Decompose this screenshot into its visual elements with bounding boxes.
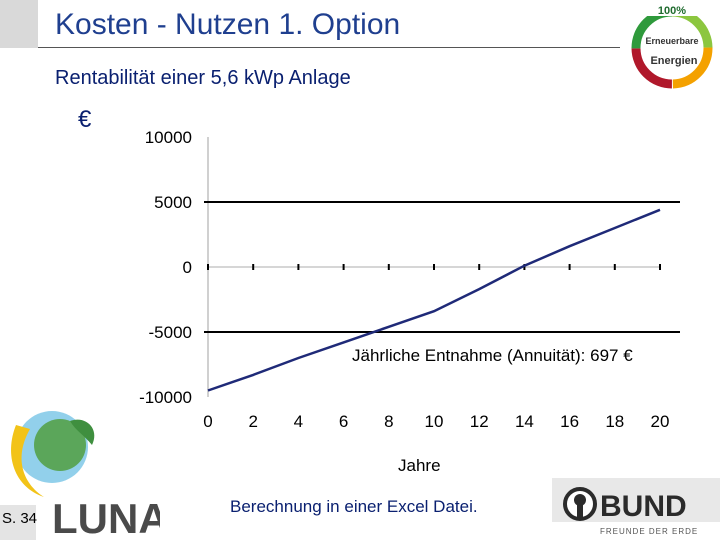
- bund-logo-tagline: FREUNDE DER ERDE: [600, 527, 698, 536]
- bund-logo: BUND FREUNDE DER ERDE: [563, 487, 698, 536]
- slide-subtitle: Rentabilität einer 5,6 kWp Anlage: [55, 67, 351, 89]
- series-line: [207, 208, 661, 392]
- x-tick-label-7: 14: [515, 412, 534, 431]
- page-number-box: [0, 505, 36, 540]
- y-axis-unit-label: €: [78, 106, 92, 133]
- y-tick-label-2: 0: [183, 258, 192, 277]
- footer-note: Berechnung in einer Excel Datei.: [230, 497, 478, 516]
- chart-ticks: [207, 264, 661, 270]
- y-tick-label-1: -5000: [149, 323, 192, 342]
- y-tick-labels: -10000 -5000 0 5000 10000: [139, 128, 192, 407]
- x-tick-label-2: 4: [294, 412, 303, 431]
- x-tick-labels: 0 2 4 6 8 10 12 14 16 18 20: [203, 412, 669, 431]
- y-tick-label-4: 10000: [145, 128, 192, 147]
- renewables-logo-line1: 100%: [658, 5, 686, 17]
- renewable-energy-logo: 100% Erneuerbare Energien: [631, 2, 713, 89]
- title-accent-bar: [0, 0, 38, 48]
- y-tick-label-0: -10000: [139, 388, 192, 407]
- x-tick-label-3: 6: [339, 412, 348, 431]
- x-axis-label: Jahre: [398, 456, 441, 475]
- annuity-annotation: Jährliche Entnahme (Annuität): 697 €: [352, 346, 633, 365]
- page-number: S. 34: [2, 510, 38, 527]
- x-tick-label-9: 18: [605, 412, 624, 431]
- slide-title: Kosten - Nutzen 1. Option: [55, 8, 401, 41]
- y-tick-label-3: 5000: [154, 193, 192, 212]
- bund-logo-text: BUND: [600, 490, 687, 523]
- x-tick-label-10: 20: [651, 412, 670, 431]
- x-tick-label-0: 0: [203, 412, 212, 431]
- x-tick-label-4: 8: [384, 412, 393, 431]
- title-divider: [38, 47, 620, 48]
- series-layer: [207, 208, 661, 392]
- luna-logo-text: LUNA: [52, 495, 160, 540]
- x-tick-label-6: 12: [470, 412, 489, 431]
- x-tick-label-1: 2: [248, 412, 257, 431]
- x-tick-label-5: 10: [425, 412, 444, 431]
- x-tick-label-8: 16: [560, 412, 579, 431]
- luna-logo: LUNA: [11, 411, 160, 540]
- renewables-logo-line2: Erneuerbare: [645, 36, 698, 46]
- renewables-logo-line3: Energien: [650, 55, 697, 67]
